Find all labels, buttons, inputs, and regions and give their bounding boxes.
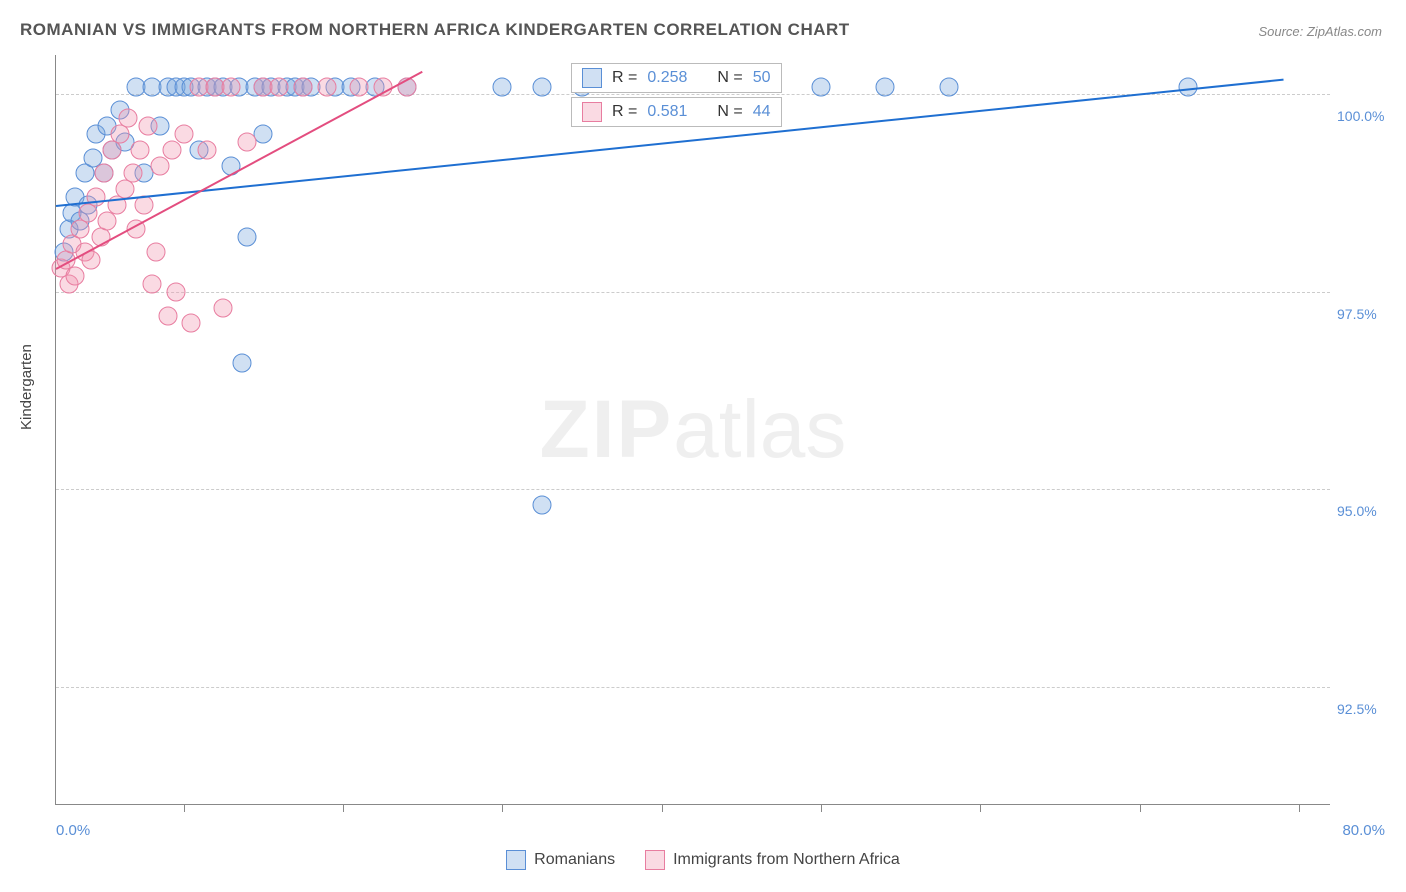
scatter-point <box>533 496 552 515</box>
grid-line <box>56 687 1330 688</box>
scatter-point <box>233 353 252 372</box>
n-label: N = <box>717 103 742 121</box>
r-label: R = <box>612 69 637 87</box>
stat-legend-row: R = 0.258 N = 50 <box>571 63 782 93</box>
y-tick-label: 100.0% <box>1337 108 1392 124</box>
legend-label: Immigrants from Northern Africa <box>673 851 900 869</box>
scatter-point <box>294 77 313 96</box>
x-max-label: 80.0% <box>1342 822 1385 839</box>
scatter-point <box>939 77 958 96</box>
r-value: 0.581 <box>647 103 687 121</box>
x-tick <box>184 804 185 812</box>
scatter-point <box>131 140 150 159</box>
scatter-point <box>166 282 185 301</box>
r-value: 0.258 <box>647 69 687 87</box>
scatter-point <box>198 140 217 159</box>
scatter-point <box>349 77 368 96</box>
n-label: N = <box>717 69 742 87</box>
scatter-point <box>533 77 552 96</box>
x-tick <box>662 804 663 812</box>
scatter-point <box>238 132 257 151</box>
scatter-point <box>875 77 894 96</box>
y-tick-label: 97.5% <box>1337 306 1392 322</box>
scatter-point <box>222 77 241 96</box>
scatter-point <box>238 227 257 246</box>
x-tick <box>343 804 344 812</box>
watermark: ZIPatlas <box>540 383 847 477</box>
x-tick <box>821 804 822 812</box>
scatter-point <box>493 77 512 96</box>
scatter-point <box>812 77 831 96</box>
source-label: Source: ZipAtlas.com <box>1258 24 1382 39</box>
watermark-zip: ZIP <box>540 384 674 475</box>
y-axis-title: Kindergarten <box>18 344 35 430</box>
series-legend: Romanians Immigrants from Northern Africa <box>0 850 1406 870</box>
chart-title: ROMANIAN VS IMMIGRANTS FROM NORTHERN AFR… <box>20 20 850 40</box>
legend-label: Romanians <box>534 851 615 869</box>
legend-item: Immigrants from Northern Africa <box>645 850 900 870</box>
legend-swatch <box>645 850 665 870</box>
scatter-point <box>214 298 233 317</box>
n-value: 44 <box>753 103 771 121</box>
x-tick <box>1299 804 1300 812</box>
x-tick <box>502 804 503 812</box>
scatter-point <box>142 274 161 293</box>
scatter-point <box>270 77 289 96</box>
r-label: R = <box>612 103 637 121</box>
plot-area: ZIPatlas 100.0%97.5%95.0%92.5%0.0%80.0%R… <box>55 55 1330 805</box>
x-tick <box>980 804 981 812</box>
x-tick <box>1140 804 1141 812</box>
scatter-point <box>123 164 142 183</box>
scatter-point <box>147 243 166 262</box>
y-tick-label: 95.0% <box>1337 503 1392 519</box>
grid-line <box>56 292 1330 293</box>
scatter-point <box>163 140 182 159</box>
scatter-point <box>118 109 137 128</box>
n-value: 50 <box>753 69 771 87</box>
legend-swatch <box>506 850 526 870</box>
watermark-atlas: atlas <box>673 384 846 475</box>
scatter-point <box>86 188 105 207</box>
legend-swatch <box>582 102 602 122</box>
scatter-point <box>317 77 336 96</box>
y-tick-label: 92.5% <box>1337 701 1392 717</box>
scatter-point <box>139 117 158 136</box>
scatter-point <box>174 124 193 143</box>
scatter-point <box>150 156 169 175</box>
grid-line <box>56 489 1330 490</box>
scatter-point <box>1178 77 1197 96</box>
stat-legend-row: R = 0.581 N = 44 <box>571 97 782 127</box>
legend-swatch <box>582 68 602 88</box>
scatter-point <box>158 306 177 325</box>
x-min-label: 0.0% <box>56 822 90 839</box>
scatter-point <box>94 164 113 183</box>
scatter-point <box>66 267 85 286</box>
legend-item: Romanians <box>506 850 615 870</box>
scatter-point <box>182 314 201 333</box>
